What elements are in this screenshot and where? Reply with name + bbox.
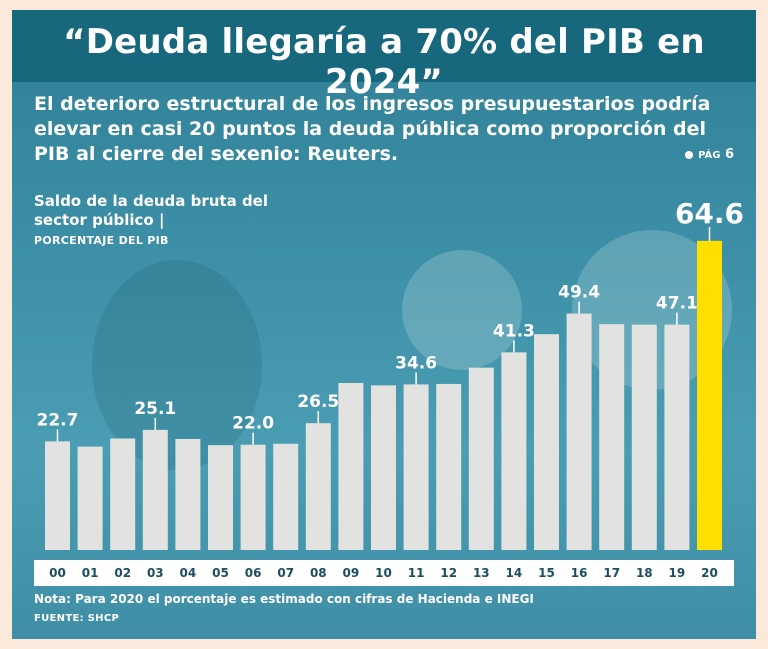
x-tick-label: 02 (114, 566, 131, 580)
bar-12 (436, 383, 462, 550)
x-tick-label: 00 (49, 566, 66, 580)
headline-bar (12, 10, 756, 82)
x-axis-band (34, 560, 734, 586)
background-texture (92, 260, 262, 470)
bar-04 (175, 438, 201, 550)
data-label: 22.7 (37, 410, 79, 430)
data-label: 41.3 (493, 321, 535, 341)
bar-14 (501, 352, 527, 550)
x-tick-label: 04 (180, 566, 197, 580)
data-label: 22.0 (232, 414, 274, 434)
bar-03 (142, 429, 168, 550)
x-tick-label: 07 (277, 566, 294, 580)
data-label: 25.1 (134, 399, 176, 419)
bar-19 (664, 324, 690, 550)
page-reference: PÁG 6 (685, 147, 734, 162)
x-tick-label: 13 (473, 566, 490, 580)
footnote: Nota: Para 2020 el porcentaje es estimad… (34, 592, 534, 606)
bar-13 (468, 367, 494, 550)
x-tick-label: 03 (147, 566, 164, 580)
data-label: 49.4 (558, 283, 600, 303)
x-tick-label: 14 (506, 566, 523, 580)
bullet-icon (685, 150, 694, 159)
x-tick-label: 06 (245, 566, 262, 580)
bar-10 (371, 385, 396, 550)
bar-09 (338, 382, 364, 550)
x-tick-label: 19 (669, 566, 686, 580)
page-number: 6 (724, 147, 734, 162)
chart-title: Saldo de la deuda bruta del sector públi… (34, 192, 269, 229)
bar-08 (305, 423, 331, 550)
bar-17 (599, 324, 625, 550)
data-label: 34.6 (395, 353, 437, 373)
background-texture (402, 250, 522, 370)
x-tick-label: 20 (701, 566, 718, 580)
bar-01 (77, 446, 103, 550)
bar-20 (697, 240, 722, 551)
bar-02 (110, 438, 136, 550)
data-label: 47.1 (656, 294, 698, 314)
x-tick-label: 01 (82, 566, 99, 580)
bar-16 (566, 313, 592, 550)
source: FUENTE: SHCP (34, 613, 120, 624)
headline: “Deuda llegaría a 70% del PIB en 2024” (63, 22, 705, 102)
x-tick-label: 17 (603, 566, 620, 580)
x-tick-label: 11 (408, 566, 425, 580)
data-label: 26.5 (297, 392, 339, 412)
chart-units: PORCENTAJE DEL PIB (34, 234, 169, 247)
bar-05 (208, 445, 233, 550)
bar-06 (240, 444, 266, 550)
subtitle: El deterioro estructural de los ingresos… (34, 93, 711, 165)
bar-11 (403, 384, 429, 550)
bar-00 (45, 441, 70, 550)
data-label: 64.6 (675, 197, 744, 230)
x-tick-label: 05 (212, 566, 229, 580)
bar-07 (273, 443, 299, 550)
bar-18 (631, 324, 657, 550)
page-label: PÁG (698, 150, 721, 161)
infographic-card: “Deuda llegaría a 70% del PIB en 2024” E… (12, 10, 756, 639)
x-tick-label: 16 (571, 566, 588, 580)
x-tick-label: 12 (440, 566, 457, 580)
x-tick-label: 18 (636, 566, 653, 580)
x-tick-label: 09 (343, 566, 360, 580)
x-tick-label: 10 (375, 566, 392, 580)
x-tick-label: 08 (310, 566, 327, 580)
x-tick-label: 15 (538, 566, 555, 580)
bar-chart: 00 22.7 01 02 03 25.1 04 05 06 22.0 07 08 26.5 09 10 11… (37, 197, 745, 580)
bar-15 (534, 334, 559, 550)
